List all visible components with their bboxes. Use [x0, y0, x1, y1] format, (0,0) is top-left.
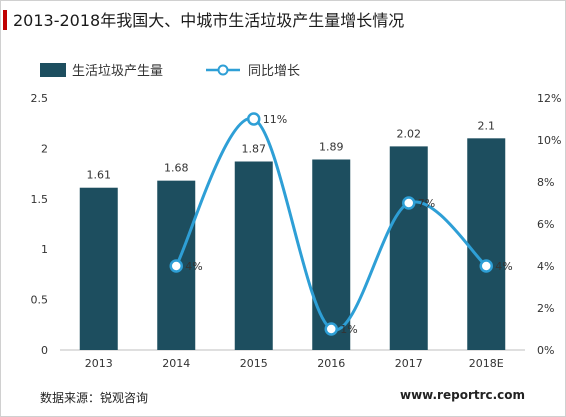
growth-point	[169, 259, 183, 273]
growth-value-label: 1%	[340, 323, 357, 336]
bar	[79, 187, 118, 350]
source-note: 数据来源：锐观咨询	[40, 390, 148, 405]
growth-point	[479, 259, 493, 273]
y-left-tick-label: 0	[41, 344, 48, 357]
x-tick-label: 2014	[162, 357, 190, 370]
x-tick-label: 2016	[317, 357, 345, 370]
title-accent-bar	[3, 10, 7, 30]
bar-value-label: 1.68	[164, 162, 189, 175]
y-right-tick-label: 12%	[537, 92, 561, 105]
bar-value-label: 2.1	[478, 119, 496, 132]
y-left-tick-label: 0.5	[31, 294, 49, 307]
bar-value-label: 1.87	[242, 143, 267, 156]
y-right-tick-label: 10%	[537, 134, 561, 147]
chart-title: 2013-2018年我国大、中城市生活垃圾产生量增长情况	[13, 11, 404, 30]
bars: 1.61 1.68 1.87 1.89 2.02 2.1	[79, 119, 506, 350]
growth-point	[402, 196, 416, 210]
bar-value-label: 2.02	[397, 127, 422, 140]
y-right-tick-label: 4%	[537, 260, 554, 273]
x-tick-label: 2017	[395, 357, 423, 370]
growth-point	[324, 322, 338, 336]
y-left-tick-label: 1.5	[31, 193, 49, 206]
y-right-tick-label: 2%	[537, 302, 554, 315]
legend: 生活垃圾产生量 同比增长	[40, 63, 300, 79]
legend-bar-swatch	[40, 63, 66, 77]
y-right-tick-label: 6%	[537, 218, 554, 231]
bar	[389, 146, 428, 350]
website-label: www.reportrc.com	[400, 388, 525, 402]
y-right-tick-label: 0%	[537, 344, 554, 357]
growth-value-label: 7%	[418, 197, 435, 210]
x-tick-label: 2015	[240, 357, 268, 370]
x-tick-label: 2018E	[469, 357, 504, 370]
growth-value-label: 11%	[263, 113, 287, 126]
growth-line-path	[174, 117, 488, 332]
y-right-tick-label: 8%	[537, 176, 554, 189]
growth-point	[247, 112, 261, 126]
bar	[312, 159, 351, 350]
growth-value-label: 4%	[495, 260, 512, 273]
axes: 0 0.5 1 1.5 2 2.5 0% 2% 4% 6% 8% 10% 12% 2013 2014 2015…	[31, 92, 562, 370]
bar-value-label: 1.89	[319, 140, 344, 153]
legend-line-marker	[217, 64, 229, 76]
y-left-tick-label: 2	[41, 142, 48, 155]
legend-line-label: 同比增长	[248, 64, 300, 79]
bar	[467, 138, 506, 350]
bar-value-label: 1.61	[87, 169, 112, 182]
growth-value-label: 4%	[185, 260, 202, 273]
growth-line: 4% 11% 1% 7% 4%	[169, 112, 513, 336]
y-left-tick-label: 2.5	[31, 92, 49, 105]
x-tick-label: 2013	[85, 357, 113, 370]
legend-bar-label: 生活垃圾产生量	[72, 64, 163, 79]
bar	[234, 161, 273, 350]
y-left-tick-label: 1	[41, 243, 48, 256]
